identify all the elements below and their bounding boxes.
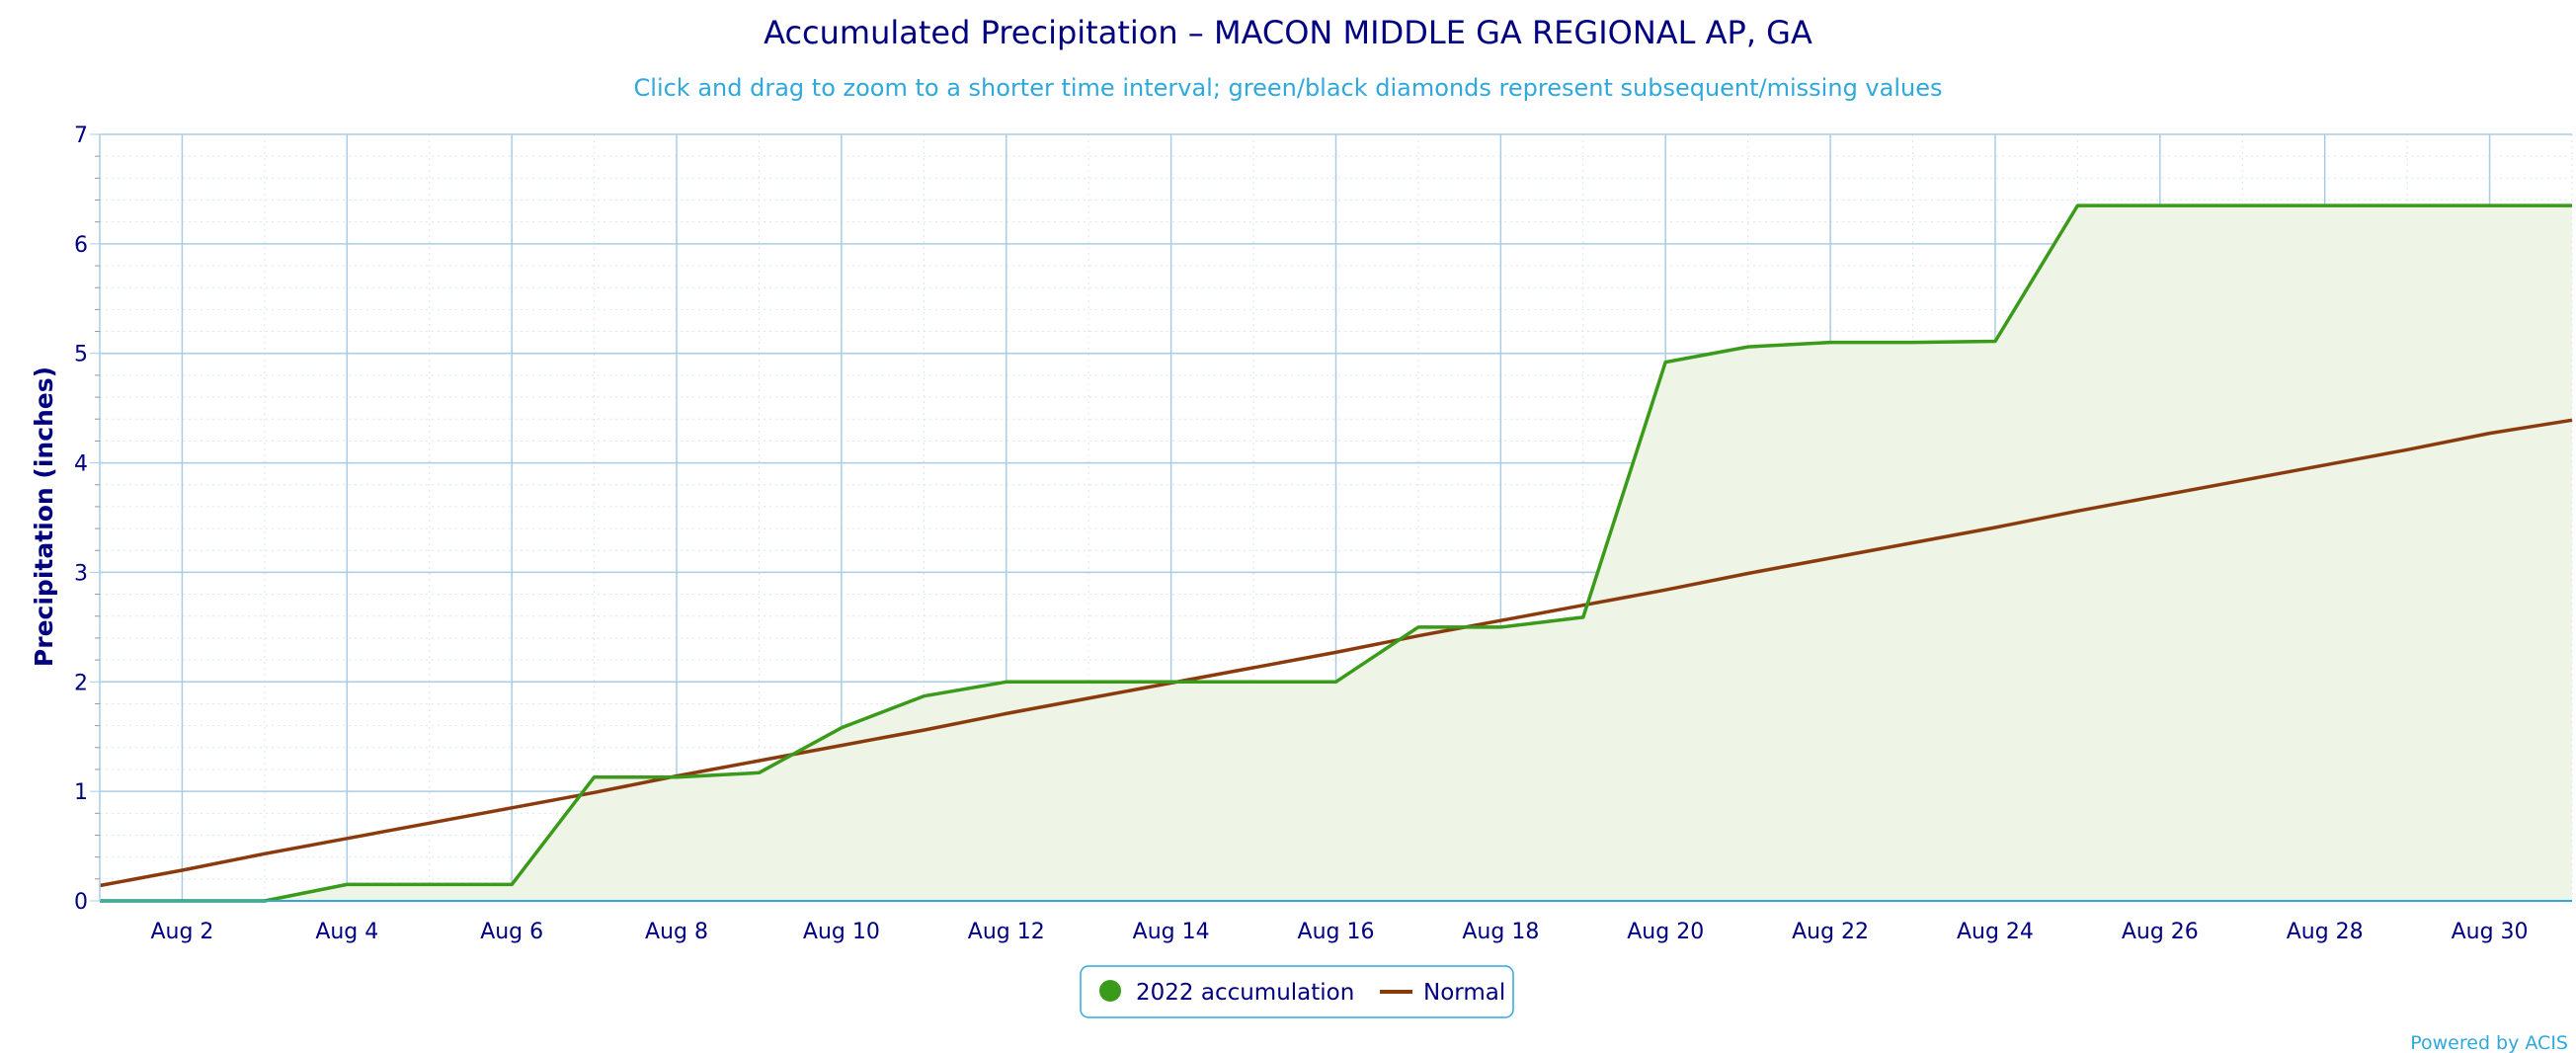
x-axis-ticks: Aug 2 Aug 4 Aug 6 Aug 8 Aug 10 Aug 12 Aug 14 Au…: [150, 920, 2528, 944]
series-lines[interactable]: [99, 203, 2573, 903]
x-tick-label: Aug 12: [968, 920, 1045, 944]
legend-label-2022-accumulation: 2022 accumulation: [1136, 980, 1354, 1006]
series-area: [100, 205, 2572, 902]
legend[interactable]: 2022 accumulation Normal: [1080, 965, 1514, 1018]
y-tick-label: 3: [74, 561, 88, 586]
y-tick-label: 2: [74, 671, 88, 695]
x-tick-label: Aug 16: [1298, 920, 1375, 944]
y-tick-label: 5: [74, 343, 88, 367]
credit-link[interactable]: Powered by ACIS: [2410, 1032, 2568, 1053]
x-tick-label: Aug 24: [1957, 920, 2034, 944]
chart-subtitle: Click and drag to zoom to a shorter time…: [634, 74, 1943, 102]
series-line-normal[interactable]: [99, 418, 2573, 888]
y-tick-label: 7: [74, 123, 88, 148]
x-tick-label: Aug 30: [2452, 920, 2529, 944]
x-tick-label: Aug 20: [1627, 920, 1704, 944]
x-tick-label: Aug 6: [480, 920, 543, 944]
x-tick-label: Aug 14: [1133, 920, 1210, 944]
y-axis-label: Precipitation (inches): [30, 366, 58, 667]
x-tick-label: Aug 26: [2122, 920, 2199, 944]
legend-label-normal: Normal: [1423, 980, 1505, 1006]
x-tick-label: Aug 2: [150, 920, 213, 944]
legend-box: [1080, 965, 1514, 1018]
series-area-2022-accumulation: [100, 205, 2572, 902]
legend-item-normal[interactable]: Normal: [1380, 980, 1505, 1006]
series-line-2022-accumulation[interactable]: [100, 203, 2572, 903]
x-tick-label: Aug 28: [2287, 920, 2364, 944]
chart-title: Accumulated Precipitation – MACON MIDDLE…: [764, 14, 1812, 51]
y-tick-label: 1: [74, 780, 88, 805]
x-tick-label: Aug 8: [645, 920, 708, 944]
x-tick-label: Aug 10: [803, 920, 880, 944]
legend-marker-2022-accumulation: [1099, 980, 1121, 1002]
y-tick-label: 4: [74, 452, 88, 477]
x-tick-label: Aug 22: [1792, 920, 1869, 944]
y-tick-label: 0: [74, 890, 88, 915]
x-tick-label: Aug 4: [315, 920, 378, 944]
x-tick-label: Aug 18: [1462, 920, 1539, 944]
axes: [90, 133, 2572, 902]
y-tick-label: 6: [74, 233, 88, 258]
legend-item-2022-accumulation[interactable]: 2022 accumulation: [1099, 980, 1354, 1006]
y-axis-ticks: 0 1 2 3 4 5 6 7: [74, 123, 88, 915]
